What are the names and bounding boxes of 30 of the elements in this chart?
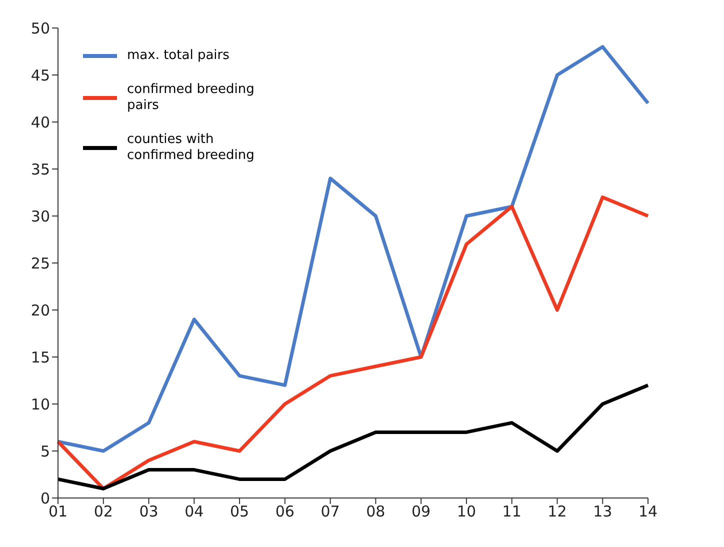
x-tick-label: 13 [593,502,612,521]
y-tick-label: 5 [40,442,50,460]
y-tick-label: 35 [30,160,50,178]
legend-label: max. total pairs [127,48,230,64]
y-tick-label: 15 [30,348,50,366]
line-series [56,383,650,490]
x-tick-label: 07 [320,502,340,521]
x-tick-label: 14 [638,502,658,521]
x-tick-label: 04 [184,502,204,521]
y-tick-label: 45 [30,66,50,84]
y-tick-label: 50 [30,19,50,38]
y-tick-label: 25 [30,254,50,272]
x-tick-label: 08 [366,502,386,521]
y-tick-label: 0 [40,489,50,508]
x-tick-label: 02 [94,502,113,521]
x-tick-label: 05 [230,502,250,521]
legend-label: confirmed breeding pairs [127,82,256,114]
x-tick-label: 09 [412,502,431,521]
x-tick-label: 06 [275,502,294,521]
line-series [56,45,650,453]
y-tick-label: 20 [30,301,50,320]
y-tick-label: 40 [30,113,50,132]
legend-label: counties with confirmed breeding [127,132,256,164]
x-tick-label: 03 [139,502,158,521]
x-tick-label: 10 [456,502,476,521]
y-tick-label: 30 [30,207,50,226]
x-tick-label: 11 [502,502,522,521]
y-tick-label: 10 [30,395,50,414]
x-tick-label: 12 [548,502,567,521]
x-tick-label: 01 [48,502,68,521]
